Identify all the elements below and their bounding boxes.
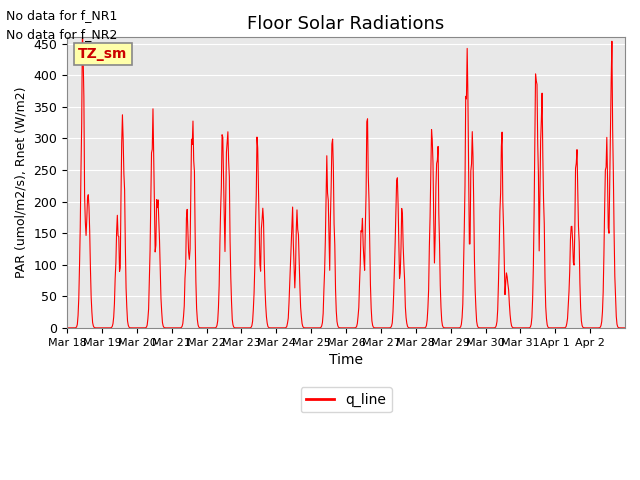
- Y-axis label: PAR (umol/m2/s), Rnet (W/m2): PAR (umol/m2/s), Rnet (W/m2): [15, 87, 28, 278]
- X-axis label: Time: Time: [329, 353, 363, 367]
- Text: No data for f_NR1: No data for f_NR1: [6, 9, 118, 22]
- Legend: q_line: q_line: [301, 387, 392, 412]
- Text: No data for f_NR2: No data for f_NR2: [6, 28, 118, 41]
- Text: TZ_sm: TZ_sm: [78, 47, 128, 60]
- Title: Floor Solar Radiations: Floor Solar Radiations: [248, 15, 445, 33]
